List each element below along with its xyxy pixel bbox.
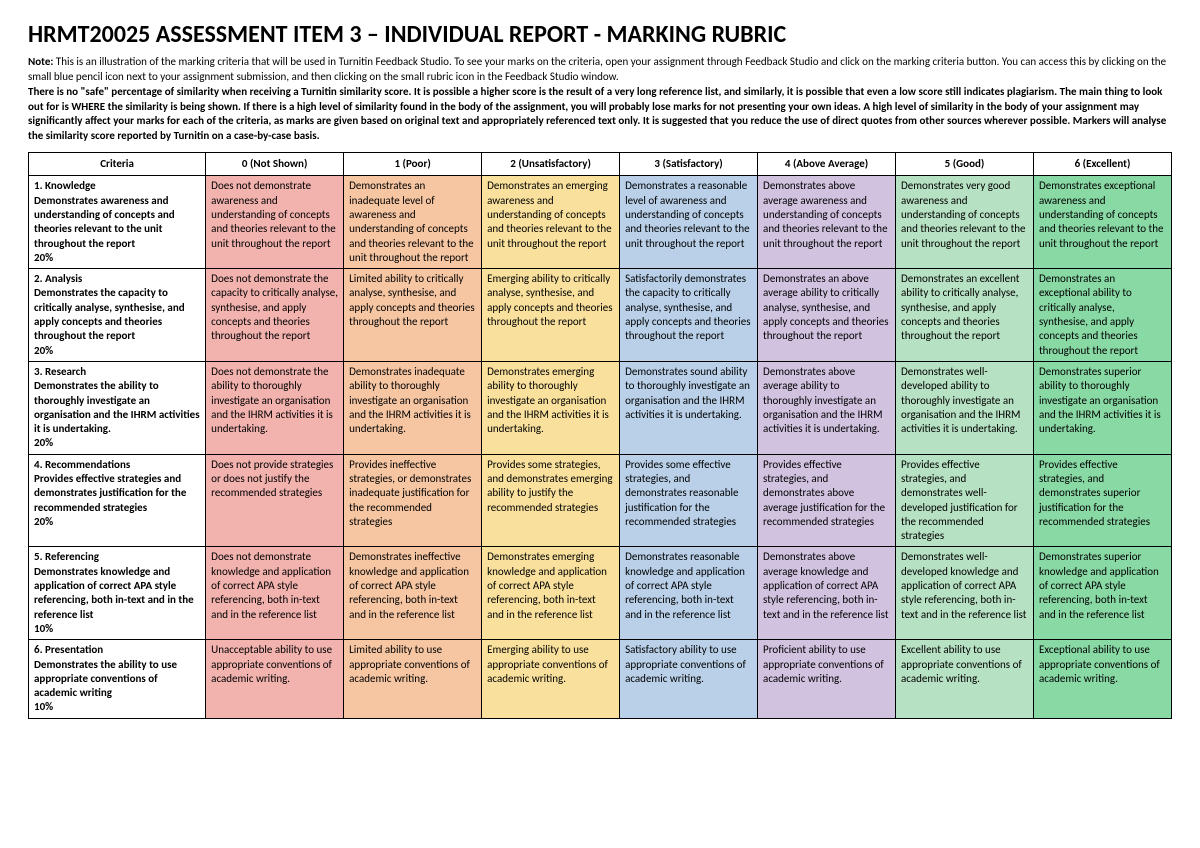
level-cell: Demonstrates emerging knowledge and appl… <box>482 547 620 640</box>
level-cell: Demonstrates above average awareness and… <box>758 176 896 269</box>
table-row: 2. AnalysisDemonstrates the capacity to … <box>29 269 1172 362</box>
criteria-desc: Demonstrates awareness and understanding… <box>34 194 200 251</box>
criteria-desc: Demonstrates the ability to use appropri… <box>34 658 200 701</box>
criteria-weight: 20% <box>34 436 200 450</box>
header-l3: 3 (Satisfactory) <box>620 153 758 176</box>
level-cell: Provides ineffective strategies, or demo… <box>344 454 482 547</box>
level-cell: Demonstrates well-developed ability to t… <box>896 361 1034 454</box>
level-cell: Demonstrates a reasonable level of aware… <box>620 176 758 269</box>
level-cell: Demonstrates ineffective knowledge and a… <box>344 547 482 640</box>
criteria-cell: 1. KnowledgeDemonstrates awareness and u… <box>29 176 206 269</box>
level-cell: Provides some strategies, and demonstrat… <box>482 454 620 547</box>
criteria-cell: 5. ReferencingDemonstrates knowledge and… <box>29 547 206 640</box>
level-cell: Demonstrates reasonable knowledge and ap… <box>620 547 758 640</box>
level-cell: Demonstrates well-developed knowledge an… <box>896 547 1034 640</box>
level-cell: Unacceptable ability to use appropriate … <box>206 640 344 718</box>
header-l6: 6 (Excellent) <box>1033 153 1171 176</box>
table-row: 4. RecommendationsProvides effective str… <box>29 454 1172 547</box>
level-cell: Demonstrates an excellent ability to cri… <box>896 269 1034 362</box>
level-cell: Demonstrates sound ability to thoroughly… <box>620 361 758 454</box>
header-l1: 1 (Poor) <box>344 153 482 176</box>
header-l5: 5 (Good) <box>896 153 1034 176</box>
level-cell: Demonstrates above average ability to th… <box>758 361 896 454</box>
note-text-2: There is no "safe" percentage of similar… <box>28 85 1166 143</box>
level-cell: Exceptional ability to use appropriate c… <box>1033 640 1171 718</box>
header-l4: 4 (Above Average) <box>758 153 896 176</box>
level-cell: Demonstrates above average knowledge and… <box>758 547 896 640</box>
level-cell: Emerging ability to use appropriate conv… <box>482 640 620 718</box>
level-cell: Demonstrates exceptional awareness and u… <box>1033 176 1171 269</box>
criteria-weight: 10% <box>34 622 200 636</box>
criteria-cell: 3. ResearchDemonstrates the ability to t… <box>29 361 206 454</box>
level-cell: Demonstrates emerging ability to thoroug… <box>482 361 620 454</box>
header-l2: 2 (Unsatisfactory) <box>482 153 620 176</box>
level-cell: Emerging ability to critically analyse, … <box>482 269 620 362</box>
level-cell: Provides some effective strategies, and … <box>620 454 758 547</box>
level-cell: Does not demonstrate the ability to thor… <box>206 361 344 454</box>
note-paragraph: Note: This is an illustration of the mar… <box>28 55 1172 144</box>
criteria-cell: 4. RecommendationsProvides effective str… <box>29 454 206 547</box>
criteria-cell: 6. PresentationDemonstrates the ability … <box>29 640 206 718</box>
table-row: 3. ResearchDemonstrates the ability to t… <box>29 361 1172 454</box>
level-cell: Demonstrates an emerging awareness and u… <box>482 176 620 269</box>
level-cell: Demonstrates inadequate ability to thoro… <box>344 361 482 454</box>
level-cell: Demonstrates an above average ability to… <box>758 269 896 362</box>
table-row: 1. KnowledgeDemonstrates awareness and u… <box>29 176 1172 269</box>
criteria-title: 6. Presentation <box>34 643 200 657</box>
level-cell: Provides effective strategies, and demon… <box>758 454 896 547</box>
criteria-cell: 2. AnalysisDemonstrates the capacity to … <box>29 269 206 362</box>
level-cell: Satisfactory ability to use appropriate … <box>620 640 758 718</box>
header-l0: 0 (Not Shown) <box>206 153 344 176</box>
criteria-title: 1. Knowledge <box>34 179 200 193</box>
table-row: 6. PresentationDemonstrates the ability … <box>29 640 1172 718</box>
criteria-title: 4. Recommendations <box>34 458 200 472</box>
level-cell: Does not provide strategies or does not … <box>206 454 344 547</box>
level-cell: Excellent ability to use appropriate con… <box>896 640 1034 718</box>
page-title: HRMT20025 ASSESSMENT ITEM 3 – INDIVIDUAL… <box>28 20 1172 49</box>
level-cell: Does not demonstrate awareness and under… <box>206 176 344 269</box>
criteria-desc: Demonstrates the ability to thoroughly i… <box>34 379 200 436</box>
rubric-table: Criteria 0 (Not Shown) 1 (Poor) 2 (Unsat… <box>28 152 1172 719</box>
level-cell: Does not demonstrate knowledge and appli… <box>206 547 344 640</box>
criteria-title: 2. Analysis <box>34 272 200 286</box>
criteria-desc: Provides effective strategies and demons… <box>34 472 200 515</box>
criteria-weight: 20% <box>34 515 200 529</box>
criteria-weight: 10% <box>34 700 200 714</box>
level-cell: Demonstrates very good awareness and und… <box>896 176 1034 269</box>
header-criteria: Criteria <box>29 153 206 176</box>
note-label: Note: <box>28 55 53 68</box>
level-cell: Provides effective strategies, and demon… <box>896 454 1034 547</box>
note-text-1: This is an illustration of the marking c… <box>28 55 1166 83</box>
criteria-desc: Demonstrates the capacity to critically … <box>34 286 200 343</box>
criteria-weight: 20% <box>34 344 200 358</box>
criteria-title: 3. Research <box>34 365 200 379</box>
level-cell: Proficient ability to use appropriate co… <box>758 640 896 718</box>
level-cell: Demonstrates an inadequate level of awar… <box>344 176 482 269</box>
level-cell: Provides effective strategies, and demon… <box>1033 454 1171 547</box>
level-cell: Demonstrates superior ability to thoroug… <box>1033 361 1171 454</box>
header-row: Criteria 0 (Not Shown) 1 (Poor) 2 (Unsat… <box>29 153 1172 176</box>
level-cell: Limited ability to critically analyse, s… <box>344 269 482 362</box>
level-cell: Limited ability to use appropriate conve… <box>344 640 482 718</box>
level-cell: Demonstrates an exceptional ability to c… <box>1033 269 1171 362</box>
level-cell: Satisfactorily demonstrates the capacity… <box>620 269 758 362</box>
criteria-title: 5. Referencing <box>34 550 200 564</box>
level-cell: Does not demonstrate the capacity to cri… <box>206 269 344 362</box>
table-row: 5. ReferencingDemonstrates knowledge and… <box>29 547 1172 640</box>
criteria-weight: 20% <box>34 251 200 265</box>
level-cell: Demonstrates superior knowledge and appl… <box>1033 547 1171 640</box>
criteria-desc: Demonstrates knowledge and application o… <box>34 565 200 622</box>
